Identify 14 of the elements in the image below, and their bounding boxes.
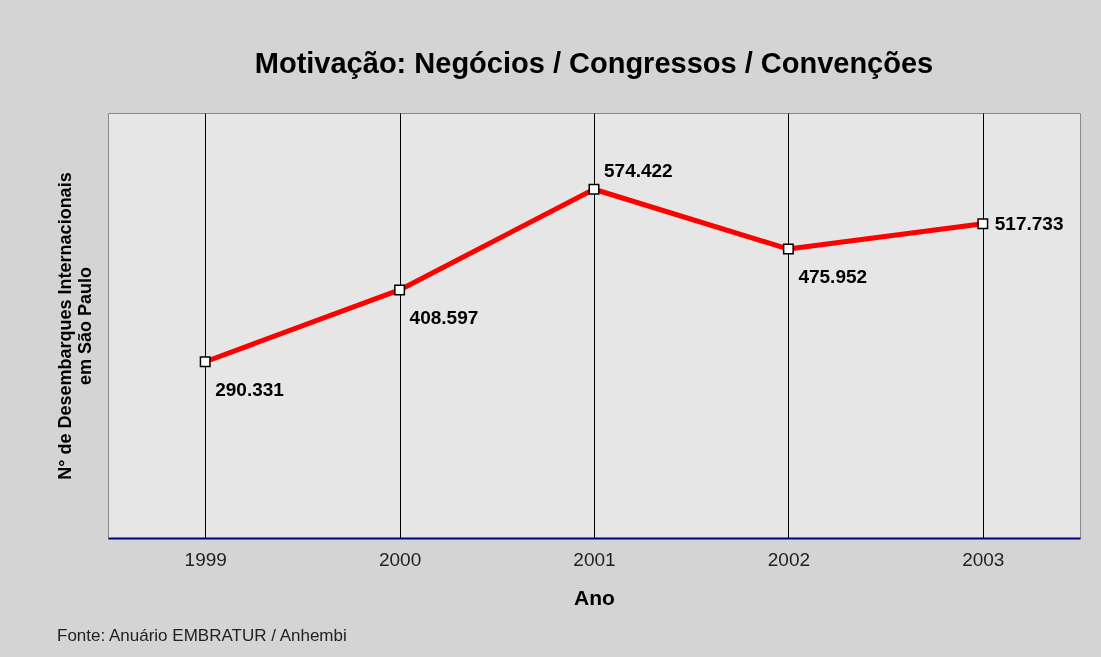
x-tick-label: 1999 [184, 548, 227, 570]
x-tick-label: 2000 [378, 548, 422, 570]
data-label: 408.597 [409, 306, 479, 328]
data-label: 517.733 [994, 212, 1064, 234]
data-label: 475.952 [798, 266, 868, 288]
data-label: 290.331 [215, 378, 285, 400]
data-label: 574.422 [604, 160, 673, 182]
x-tick-label: 2001 [573, 548, 616, 570]
x-axis-title: Ano [574, 585, 615, 609]
source-note: Fonte: Anuário EMBRATUR / Anhembi [57, 626, 347, 646]
x-tick-label: 2003 [962, 548, 1005, 570]
y-axis-title: N° de Desembarques Internacionais em São Paulo [54, 172, 95, 480]
x-tick-label: 2002 [767, 548, 811, 570]
chart-title: Motivação: Negócios / Congressos / Convenções [254, 47, 934, 79]
